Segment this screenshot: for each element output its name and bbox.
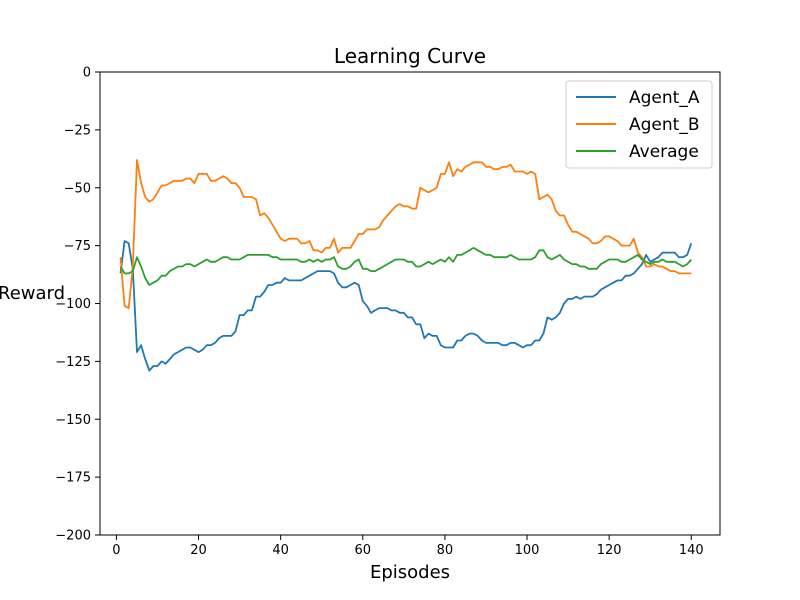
series-line-agent-a	[119, 240, 693, 372]
x-tick-label: 140	[679, 543, 704, 558]
legend: Agent_A Agent_B Average	[565, 80, 713, 169]
y-tick-label: −100	[55, 297, 91, 312]
series-line-average	[119, 246, 692, 286]
y-axis-title: Reward	[0, 283, 65, 304]
x-tick-label: 80	[437, 543, 454, 558]
x-axis: 0 20 40 60 80 100 120 140	[112, 535, 704, 558]
y-tick-label: −200	[55, 529, 91, 544]
y-tick-label: −175	[55, 471, 91, 486]
y-tick-label: −125	[55, 355, 91, 370]
series-lines	[119, 159, 693, 372]
x-tick-label: 120	[597, 543, 622, 558]
legend-label: Agent_B	[629, 115, 699, 135]
y-tick-label: −150	[55, 413, 91, 428]
chart-title: Learning Curve	[334, 44, 486, 68]
x-tick-label: 60	[355, 543, 372, 558]
x-axis-title: Episodes	[370, 562, 450, 583]
legend-label: Average	[629, 142, 699, 162]
y-tick-label: −25	[64, 123, 91, 138]
x-tick-label: 100	[515, 543, 540, 558]
x-tick-label: 0	[112, 543, 120, 558]
legend-box	[565, 80, 713, 169]
x-tick-label: 20	[190, 543, 207, 558]
legend-label: Agent_A	[629, 88, 700, 108]
y-tick-label: 0	[83, 66, 91, 81]
series-line-agent-b	[119, 159, 692, 310]
y-tick-label: −50	[64, 181, 91, 196]
y-axis: 0 −25 −50 −75 −100 −125 −150 −175 −200	[55, 66, 100, 544]
y-tick-label: −75	[64, 239, 91, 254]
x-tick-label: 40	[272, 543, 289, 558]
